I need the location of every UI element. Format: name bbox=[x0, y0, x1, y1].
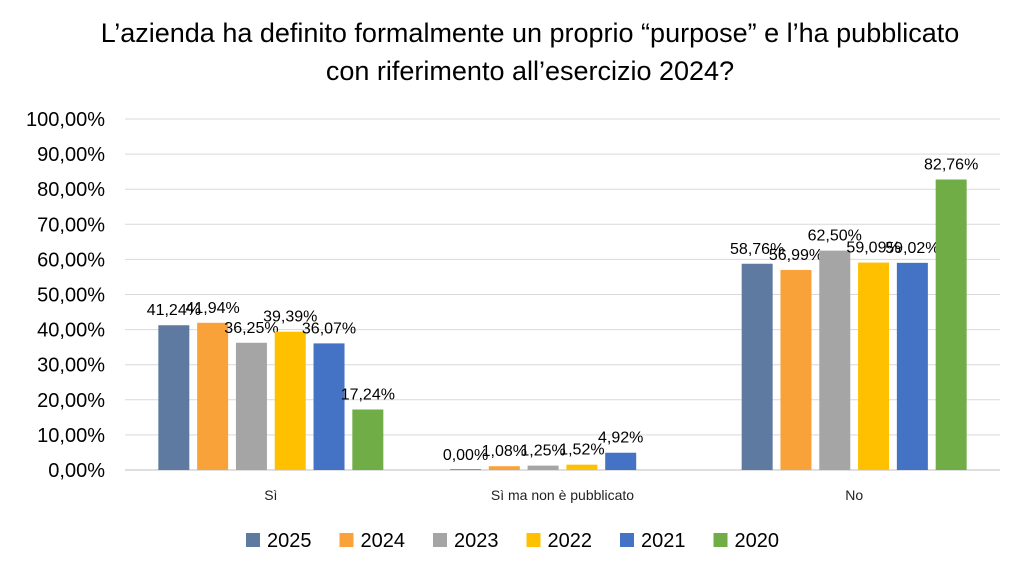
data-label: 41,24% bbox=[147, 302, 201, 319]
bar bbox=[313, 343, 345, 470]
legend-swatch bbox=[246, 533, 260, 547]
data-label: 56,99% bbox=[769, 247, 823, 264]
bar bbox=[197, 322, 229, 470]
data-label: 59,02% bbox=[885, 240, 939, 257]
legend-swatch bbox=[526, 533, 541, 547]
legend-swatch bbox=[620, 533, 634, 547]
y-tick-label: 100,00% bbox=[26, 109, 105, 131]
y-tick-label: 80,00% bbox=[37, 179, 105, 201]
bar bbox=[605, 452, 637, 470]
bar bbox=[780, 269, 812, 470]
bar bbox=[935, 179, 967, 471]
legend-label: 2024 bbox=[361, 530, 406, 552]
data-label: 4,92% bbox=[598, 430, 643, 447]
data-label: 39,39% bbox=[263, 309, 317, 326]
y-tick-label: 40,00% bbox=[37, 320, 105, 342]
bar bbox=[488, 466, 520, 470]
data-label: 1,08% bbox=[482, 443, 527, 460]
bar bbox=[741, 263, 773, 470]
bar bbox=[896, 262, 928, 470]
y-tick-label: 90,00% bbox=[37, 144, 105, 166]
y-tick-label: 70,00% bbox=[37, 214, 105, 236]
bar bbox=[819, 250, 851, 470]
legend-swatch bbox=[433, 533, 447, 547]
bar bbox=[858, 262, 890, 470]
chart-title: L’azienda ha definito formalmente un pro… bbox=[100, 18, 960, 86]
legend-label: 2025 bbox=[267, 530, 312, 552]
y-tick-label: 10,00% bbox=[37, 425, 105, 447]
x-category-label: No bbox=[845, 487, 863, 503]
data-label: 58,76% bbox=[730, 241, 784, 258]
legend-swatch bbox=[339, 533, 354, 547]
data-label: 59,09% bbox=[846, 240, 900, 257]
bar bbox=[352, 409, 384, 470]
data-label: 1,52% bbox=[559, 442, 604, 459]
data-label: 1,25% bbox=[520, 443, 565, 460]
data-label: 0,00% bbox=[443, 447, 488, 464]
legend-label: 2023 bbox=[454, 530, 499, 552]
data-label: 36,07% bbox=[302, 320, 356, 337]
bar bbox=[527, 465, 559, 470]
legend-label: 2021 bbox=[641, 530, 686, 552]
legend-label: 2022 bbox=[548, 530, 593, 552]
y-tick-label: 20,00% bbox=[37, 390, 105, 412]
bar bbox=[450, 469, 481, 470]
y-tick-label: 60,00% bbox=[37, 249, 105, 271]
bar bbox=[158, 325, 190, 470]
data-label: 82,76% bbox=[924, 157, 978, 174]
bar bbox=[274, 331, 306, 470]
data-label: 62,50% bbox=[808, 228, 862, 245]
x-category-label: Sì ma non è pubblicato bbox=[491, 487, 634, 503]
legend-swatch bbox=[713, 533, 728, 547]
y-tick-label: 50,00% bbox=[37, 285, 105, 307]
bar bbox=[235, 342, 267, 470]
y-tick-label: 0,00% bbox=[48, 460, 105, 482]
legend-label: 2020 bbox=[735, 530, 780, 552]
data-label: 36,25% bbox=[224, 320, 278, 337]
bar bbox=[566, 464, 598, 470]
y-tick-label: 30,00% bbox=[37, 355, 105, 377]
data-label: 17,24% bbox=[341, 386, 395, 403]
x-category-label: Sì bbox=[264, 487, 277, 503]
data-label: 41,94% bbox=[186, 300, 240, 317]
